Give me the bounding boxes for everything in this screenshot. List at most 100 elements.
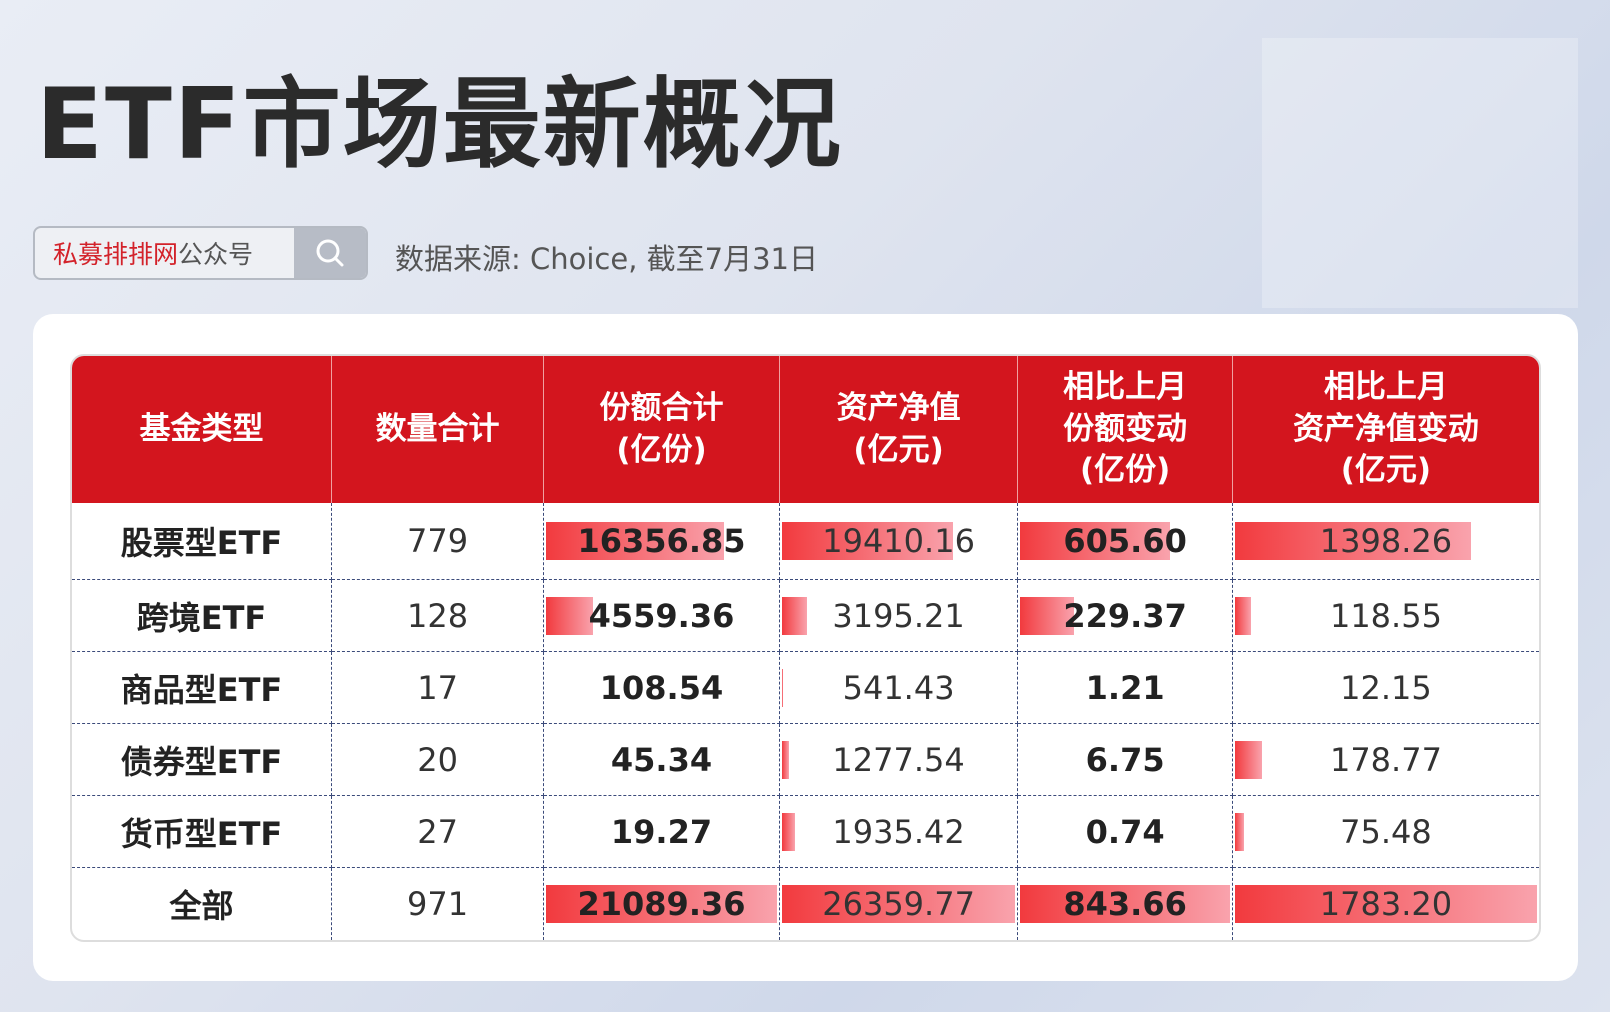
cell-value: 178.77 <box>1329 740 1442 779</box>
cell-value: 118.55 <box>1329 596 1442 635</box>
cell-value: 27 <box>417 812 458 851</box>
table-cell: 20 <box>331 724 545 796</box>
data-bar <box>1020 522 1170 560</box>
cell-value: 全部 <box>169 887 234 925</box>
table-cell: 118.55 <box>1232 580 1539 652</box>
table-cell: 27 <box>331 796 545 868</box>
cell-value: 17 <box>417 668 458 707</box>
cell-value: 4559.36 <box>588 596 735 635</box>
data-bar <box>781 885 1016 923</box>
cell-value: 19.27 <box>610 812 713 851</box>
table-cell: 229.37 <box>1018 580 1233 652</box>
search-box[interactable]: 私募排排网 公众号 <box>33 226 368 280</box>
search-icon <box>316 239 344 267</box>
header-line: 基金类型 <box>139 410 264 447</box>
data-bar <box>781 740 790 779</box>
data-bar <box>781 596 807 635</box>
column-header: 相比上月 资产净值变动 (亿元) <box>1232 356 1539 503</box>
page-title: ETF市场最新概况 <box>36 68 843 182</box>
column-header: 基金类型 <box>72 356 332 503</box>
table-cell: 108.54 <box>544 652 780 724</box>
cell-value: 605.60 <box>1063 522 1187 560</box>
table-cell: 商品型ETF <box>72 652 332 724</box>
cell-value: 3195.21 <box>832 596 965 635</box>
table-row: 货币型ETF 27 19.27 1935.42 0.74 75.48 <box>72 796 1539 868</box>
table-cell: 843.66 <box>1018 868 1233 940</box>
cell-value: 26359.77 <box>822 885 975 923</box>
data-bar <box>1234 522 1471 560</box>
table-cell: 债券型ETF <box>72 724 332 796</box>
header-line: (亿份) <box>1079 452 1171 489</box>
cell-value: 股票型ETF <box>120 524 283 562</box>
data-source: 数据来源: Choice, 截至7月31日 <box>395 242 818 276</box>
table-cell: 4559.36 <box>544 580 780 652</box>
data-bar <box>1234 740 1262 779</box>
table-cell: 1398.26 <box>1232 503 1539 580</box>
data-bar <box>1234 596 1252 635</box>
column-header: 相比上月份额变动 (亿份) <box>1018 356 1233 503</box>
header-line: 份额合计 <box>599 389 724 426</box>
cell-value: 75.48 <box>1340 812 1432 851</box>
table-cell: 1935.42 <box>779 796 1019 868</box>
cell-value: 债券型ETF <box>120 742 283 781</box>
header-line: 份额变动 <box>1063 410 1188 447</box>
cell-value: 6.75 <box>1085 740 1165 779</box>
cell-value: 1.21 <box>1085 668 1165 707</box>
header-line: (亿份) <box>616 431 707 468</box>
cell-value: 0.74 <box>1085 812 1165 851</box>
cell-value: 1935.42 <box>832 812 965 851</box>
cell-value: 128 <box>407 596 469 635</box>
cell-value: 跨境ETF <box>136 598 267 637</box>
data-bar <box>1020 596 1075 635</box>
data-bar <box>781 668 783 707</box>
table-cell: 605.60 <box>1018 503 1233 580</box>
brand-suffix: 公众号 <box>178 240 254 269</box>
table-row: 跨境ETF 128 4559.36 3195.21 229.37 118.55 <box>72 580 1539 652</box>
table-cell: 1783.20 <box>1233 868 1539 940</box>
table-cell: 45.34 <box>544 724 780 796</box>
header-line: (亿元) <box>1340 452 1432 489</box>
column-header: 份额合计 (亿份) <box>544 356 780 503</box>
cell-value: 971 <box>407 885 469 923</box>
table-cell: 26359.77 <box>780 868 1019 940</box>
table-cell: 全部 <box>72 868 332 940</box>
table-cell: 1.21 <box>1018 652 1233 724</box>
table-cell: 16356.85 <box>544 503 780 580</box>
table-row: 全部 971 21089.36 26359.77 843.66 1783.20 <box>72 868 1539 940</box>
cell-value: 843.66 <box>1063 885 1187 923</box>
table-cell: 3195.21 <box>779 580 1019 652</box>
table-row: 债券型ETF 20 45.34 1277.54 6.75 178.77 <box>72 724 1539 796</box>
cell-value: 1398.26 <box>1319 522 1453 560</box>
cell-value: 541.43 <box>842 668 955 707</box>
cell-value: 16356.85 <box>577 522 746 560</box>
cell-value: 21089.36 <box>577 885 746 923</box>
table-cell: 12.15 <box>1232 652 1539 724</box>
cell-value: 12.15 <box>1340 668 1432 707</box>
table-cell: 6.75 <box>1018 724 1233 796</box>
header-line: (亿元) <box>853 431 944 468</box>
table-cell: 128 <box>331 580 545 652</box>
data-bar <box>1234 812 1244 851</box>
data-bar <box>546 885 777 923</box>
cell-value: 商品型ETF <box>120 670 283 709</box>
table-cell: 541.43 <box>779 652 1019 724</box>
table-row: 商品型ETF 17 108.54 541.43 1.21 12.15 <box>72 652 1539 724</box>
table-cell: 19410.16 <box>779 503 1019 580</box>
data-bar <box>1234 885 1537 923</box>
cell-value: 1277.54 <box>832 740 965 779</box>
table-cell: 17 <box>331 652 545 724</box>
table-cell: 1277.54 <box>779 724 1019 796</box>
header-line: 数量合计 <box>375 410 500 447</box>
data-bar <box>546 522 725 560</box>
data-bar <box>781 812 796 851</box>
header-line: 相比上月 <box>1063 368 1188 405</box>
table-cell: 股票型ETF <box>72 503 332 580</box>
cell-value: 45.34 <box>610 740 713 779</box>
cell-value: 1783.20 <box>1319 885 1453 923</box>
etf-table: 基金类型 数量合计 份额合计 (亿份) 资产净值 (亿元) 相比上月 份额变动 (亿份) 相比上月… <box>70 354 1541 942</box>
data-bar <box>546 596 593 635</box>
search-button[interactable] <box>294 228 366 278</box>
cell-value: 229.37 <box>1063 596 1187 635</box>
table-cell: 19.27 <box>544 796 780 868</box>
search-text[interactable]: 私募排排网 公众号 <box>35 228 294 278</box>
